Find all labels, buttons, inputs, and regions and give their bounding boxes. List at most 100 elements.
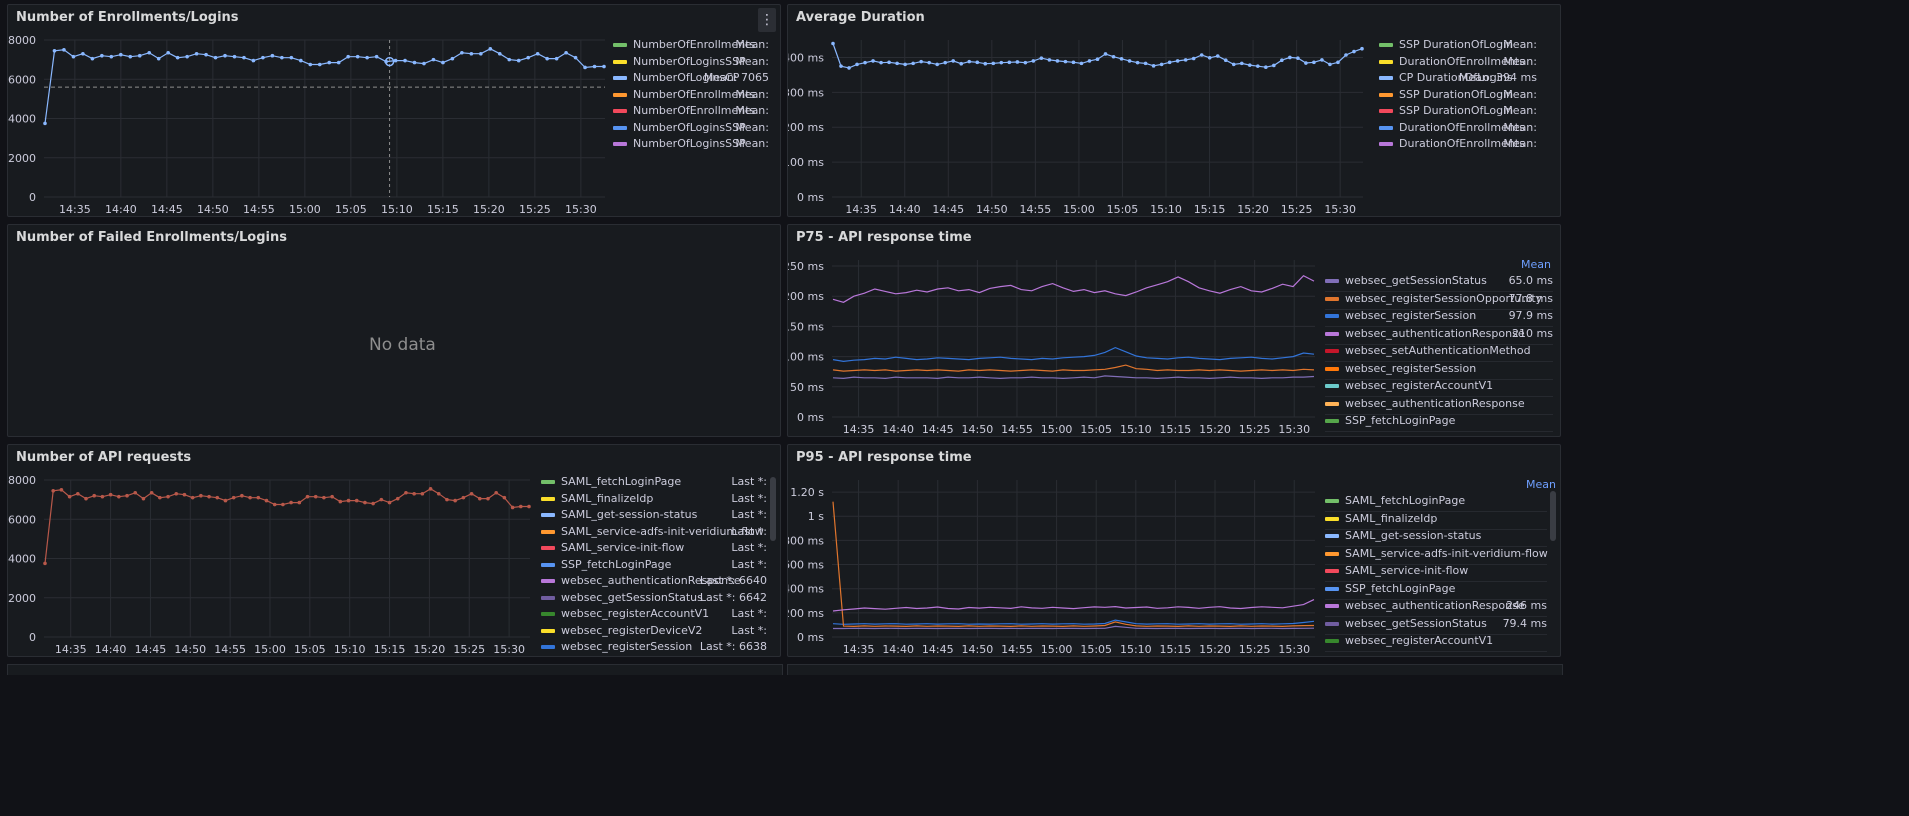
p95-chart[interactable]: 0 ms 200 ms 400 ms 600 ms 800 ms 1 s 1.20 s 14:… bbox=[788, 445, 1328, 657]
legend-item[interactable]: SAML_service-init-flow bbox=[1325, 561, 1547, 582]
legend-value: Last *: 6638 bbox=[699, 640, 767, 653]
legend-label: NumberOfLoginsSSP bbox=[633, 137, 746, 150]
legend-item[interactable]: websec_getSessionStatus Last *: 6642 bbox=[541, 589, 767, 606]
legend-item[interactable]: websec_authenticationResponse 246 ms bbox=[1325, 596, 1547, 617]
legend-item[interactable]: websec_getSessionStatus 65.0 ms bbox=[1325, 271, 1553, 292]
next-panel-edge bbox=[7, 664, 783, 675]
legend-item[interactable]: websec_setAuthenticationMethod bbox=[1325, 341, 1553, 362]
x-tick-label: 15:00 bbox=[254, 643, 286, 656]
y-tick-label: 6000 bbox=[8, 73, 36, 86]
api-requests-chart[interactable]: 0 2000 4000 6000 8000 14:35 14:40 14:45 14:50 14:… bbox=[8, 445, 538, 657]
data-point bbox=[1199, 53, 1204, 57]
legend-scrollbar[interactable] bbox=[770, 477, 776, 541]
legend-item[interactable]: SAML_get-session-status bbox=[1325, 526, 1547, 547]
legend-label: NumberOfEnrollments bbox=[633, 87, 756, 101]
data-point bbox=[251, 58, 256, 63]
data-point bbox=[469, 51, 474, 56]
legend-item[interactable]: NumberOfLoginsSSP Mean: bbox=[613, 119, 769, 136]
legend-item[interactable]: SAML_finalizeIdp Last *: bbox=[541, 490, 767, 507]
y-tick-label: 250 ms bbox=[788, 260, 824, 273]
data-point bbox=[336, 60, 341, 65]
data-point bbox=[264, 498, 269, 503]
legend-label: SSP_fetchLoginPage bbox=[1345, 581, 1456, 595]
data-point bbox=[281, 502, 285, 507]
data-point bbox=[137, 53, 142, 58]
data-point bbox=[1119, 57, 1124, 61]
legend-item[interactable]: SAML_fetchLoginPage Last *: bbox=[541, 473, 767, 490]
legend-value: Mean: bbox=[1503, 137, 1537, 150]
data-point bbox=[535, 51, 540, 56]
legend-item[interactable]: SAML_get-session-status Last *: bbox=[541, 506, 767, 523]
legend-item[interactable]: websec_getSessionStatus 79.4 ms bbox=[1325, 614, 1547, 635]
legend-item[interactable]: websec_registerDeviceV2 Last *: bbox=[541, 622, 767, 639]
panel-title: Number of Failed Enrollments/Logins bbox=[16, 230, 287, 245]
x-tick-label: 15:30 bbox=[1278, 423, 1310, 436]
legend-item[interactable]: NumberOfLoginsSSP Mean: bbox=[613, 135, 769, 152]
legend-sort-header[interactable]: Mean bbox=[1521, 258, 1551, 271]
data-point bbox=[1151, 64, 1156, 68]
legend-item[interactable]: NumberOfLoginsCP Mean: 7065 bbox=[613, 69, 769, 86]
data-point bbox=[1031, 59, 1036, 63]
legend-swatch bbox=[613, 43, 627, 47]
legend-label: NumberOfLoginsSSP bbox=[633, 120, 746, 134]
data-point bbox=[207, 494, 211, 499]
legend-label: SAML_fetchLoginPage bbox=[561, 475, 682, 488]
legend-item[interactable]: websec_registerAccountV1 bbox=[1325, 376, 1553, 397]
legend-item[interactable]: SSP_fetchLoginPage Last *: bbox=[541, 556, 767, 573]
legend-item[interactable]: SSP_fetchLoginPage bbox=[1325, 579, 1547, 600]
data-point bbox=[486, 496, 490, 501]
legend-item[interactable]: NumberOfLoginsSSP Mean: bbox=[613, 53, 769, 70]
data-point bbox=[194, 51, 199, 56]
legend-item[interactable]: SSP DurationOfLogin Mean: bbox=[1379, 102, 1537, 119]
legend-value: Mean: bbox=[1503, 38, 1537, 51]
legend-item[interactable]: NumberOfEnrollments Mean: bbox=[613, 86, 769, 103]
panel-menu-icon[interactable]: ⋮ bbox=[758, 8, 776, 32]
legend-item[interactable]: websec_authenticationResponse bbox=[1325, 394, 1553, 415]
legend-item[interactable]: SAML_service-adfs-init-veridium-flow Last… bbox=[541, 523, 767, 540]
data-point bbox=[62, 48, 66, 52]
legend-item[interactable]: NumberOfEnrollments Mean: bbox=[613, 102, 769, 119]
legend-item[interactable]: NumberOfEnrollments Mean: bbox=[613, 36, 769, 53]
x-tick-label: 14:45 bbox=[922, 423, 954, 436]
legend-item[interactable]: websec_registerAccountV1 Last *: bbox=[541, 605, 767, 622]
legend-item[interactable]: websec_registerSession bbox=[1325, 359, 1553, 380]
legend-item[interactable]: CP DurationOfLogins Mean: 394 ms bbox=[1379, 69, 1537, 86]
legend-item[interactable]: SAML_service-init-flow Last *: bbox=[541, 539, 767, 556]
data-point bbox=[43, 121, 47, 126]
legend-item[interactable]: websec_authenticationResponse 210 ms bbox=[1325, 324, 1553, 345]
data-point bbox=[371, 501, 375, 506]
p75-chart[interactable]: 0 ms 50 ms 100 ms 150 ms 200 ms 250 ms 14:35 14… bbox=[788, 225, 1328, 437]
legend-item[interactable]: websec_registerSession 97.9 ms bbox=[1325, 306, 1553, 327]
legend-item[interactable]: SSP_fetchLoginPage bbox=[1325, 411, 1553, 432]
data-point bbox=[100, 53, 104, 58]
legend-item[interactable]: DurationOfEnrollments Mean: bbox=[1379, 135, 1537, 152]
data-point bbox=[166, 50, 170, 55]
y-tick-label: 2000 bbox=[8, 592, 36, 605]
x-tick-label: 14:35 bbox=[843, 643, 875, 656]
legend-value: 65.0 ms bbox=[1508, 274, 1553, 287]
legend-item[interactable]: DurationOfEnrollments Mean: bbox=[1379, 53, 1537, 70]
legend-swatch bbox=[541, 513, 555, 517]
data-point bbox=[1231, 62, 1236, 67]
legend-item[interactable]: SAML_fetchLoginPage bbox=[1325, 491, 1547, 512]
legend-item[interactable]: SAML_finalizeIdp bbox=[1325, 509, 1547, 530]
enrollments-chart[interactable]: 0 2000 4000 6000 8000 14:35 14:40 14:45 14:50 14:… bbox=[8, 5, 608, 217]
legend-item[interactable]: SAML_service-adfs-init-veridium-flow bbox=[1325, 544, 1548, 565]
legend-label: SSP_fetchLoginPage bbox=[1345, 414, 1456, 427]
legend-item[interactable]: websec_registerSessionOpportunity 77.8 ms bbox=[1325, 289, 1553, 310]
legend-sort-header[interactable]: Mean bbox=[1526, 478, 1556, 491]
data-point bbox=[223, 498, 228, 503]
legend-item[interactable]: SSP DurationOfLogin Mean: bbox=[1379, 36, 1537, 53]
legend-label: SAML_service-adfs-init-veridium-flow bbox=[1345, 546, 1548, 560]
legend-item[interactable]: websec_authenticationResponse Last *: 664… bbox=[541, 572, 767, 589]
data-point bbox=[1183, 58, 1188, 62]
legend-item[interactable]: websec_registerSession Last *: 6638 bbox=[541, 638, 767, 655]
legend-item[interactable]: SSP DurationOfLogin Mean: bbox=[1379, 86, 1537, 103]
legend-item[interactable]: DurationOfEnrollments Mean: bbox=[1379, 119, 1537, 136]
duration-chart[interactable]: 0 ms 100 ms 200 ms 300 ms 400 ms 14:35 14:40 14… bbox=[788, 5, 1378, 217]
data-point bbox=[365, 55, 369, 60]
y-tick-label: 0 ms bbox=[797, 191, 824, 204]
legend-scrollbar[interactable] bbox=[1550, 491, 1556, 541]
legend-swatch bbox=[613, 76, 627, 80]
legend-item[interactable]: websec_registerAccountV1 bbox=[1325, 631, 1547, 652]
